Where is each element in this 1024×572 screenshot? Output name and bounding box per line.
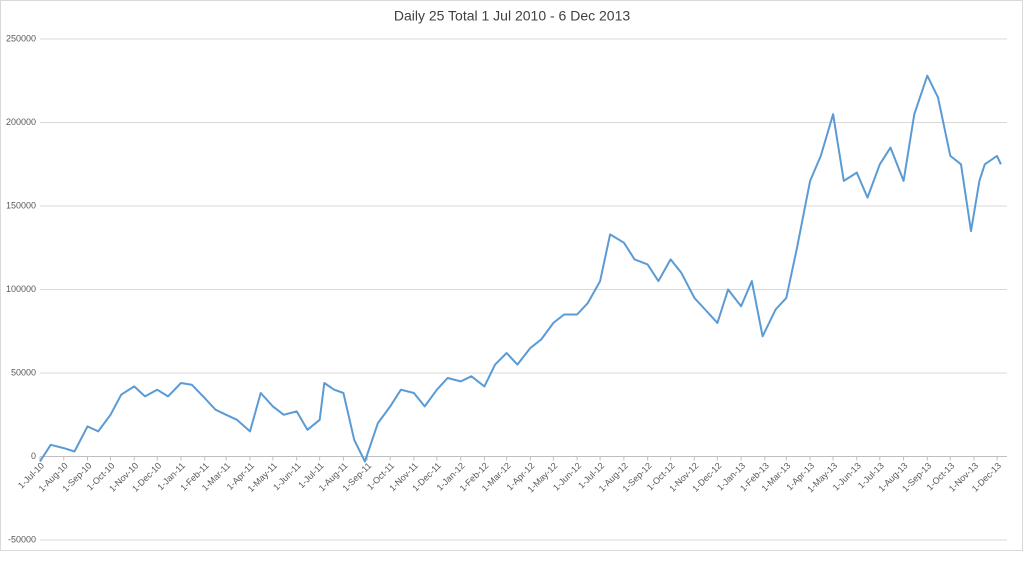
chart-title: Daily 25 Total 1 Jul 2010 - 6 Dec 2013 [394, 8, 631, 24]
y-tick-label: 200000 [6, 117, 36, 127]
y-tick-label: 150000 [6, 200, 36, 210]
y-tick-label: -50000 [8, 534, 36, 544]
y-tick-label: 0 [31, 451, 36, 461]
chart-border [0, 0, 1023, 551]
y-tick-label: 50000 [11, 367, 36, 377]
y-tick-label: 250000 [6, 33, 36, 43]
y-tick-label: 100000 [6, 284, 36, 294]
data-line [39, 74, 1002, 463]
